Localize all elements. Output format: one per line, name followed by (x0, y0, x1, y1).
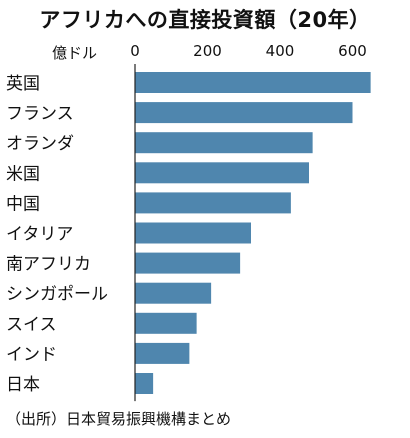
category-label-0: 英国 (6, 74, 40, 94)
category-label-7: シンガポール (6, 285, 108, 305)
bar-8 (135, 312, 197, 334)
category-label-6: 南アフリカ (6, 255, 91, 275)
bar-10 (135, 373, 154, 394)
bar-6 (135, 252, 241, 274)
x-axis-ticks: 0 200 400 600 (130, 42, 367, 60)
category-label-5: イタリア (6, 225, 73, 245)
category-label-1: フランス (6, 104, 74, 124)
bar-4 (135, 192, 291, 214)
chart-title: アフリカへの直接投資額（20年） (39, 8, 371, 32)
category-label-10: 日本 (6, 375, 40, 395)
category-label-3: 米国 (6, 164, 40, 184)
bar-1 (135, 102, 353, 124)
bar-5 (135, 222, 251, 244)
bars (135, 72, 371, 394)
bar-0 (135, 72, 371, 93)
x-tick-label-0: 0 (130, 42, 140, 60)
x-tick-label-2: 400 (266, 42, 295, 60)
bar-2 (135, 132, 313, 154)
source-note: （出所）日本貿易振興機構まとめ (6, 410, 232, 428)
unit-label: 億ドル (52, 44, 98, 62)
x-tick-label-3: 600 (338, 42, 367, 60)
x-tick-label-1: 200 (193, 42, 222, 60)
bar-3 (135, 162, 309, 184)
category-label-2: オランダ (6, 134, 74, 154)
bar-9 (135, 342, 190, 364)
bar-7 (135, 282, 212, 304)
category-label-9: インド (6, 345, 57, 365)
category-label-4: 中国 (6, 194, 40, 214)
category-label-8: スイス (6, 315, 57, 335)
